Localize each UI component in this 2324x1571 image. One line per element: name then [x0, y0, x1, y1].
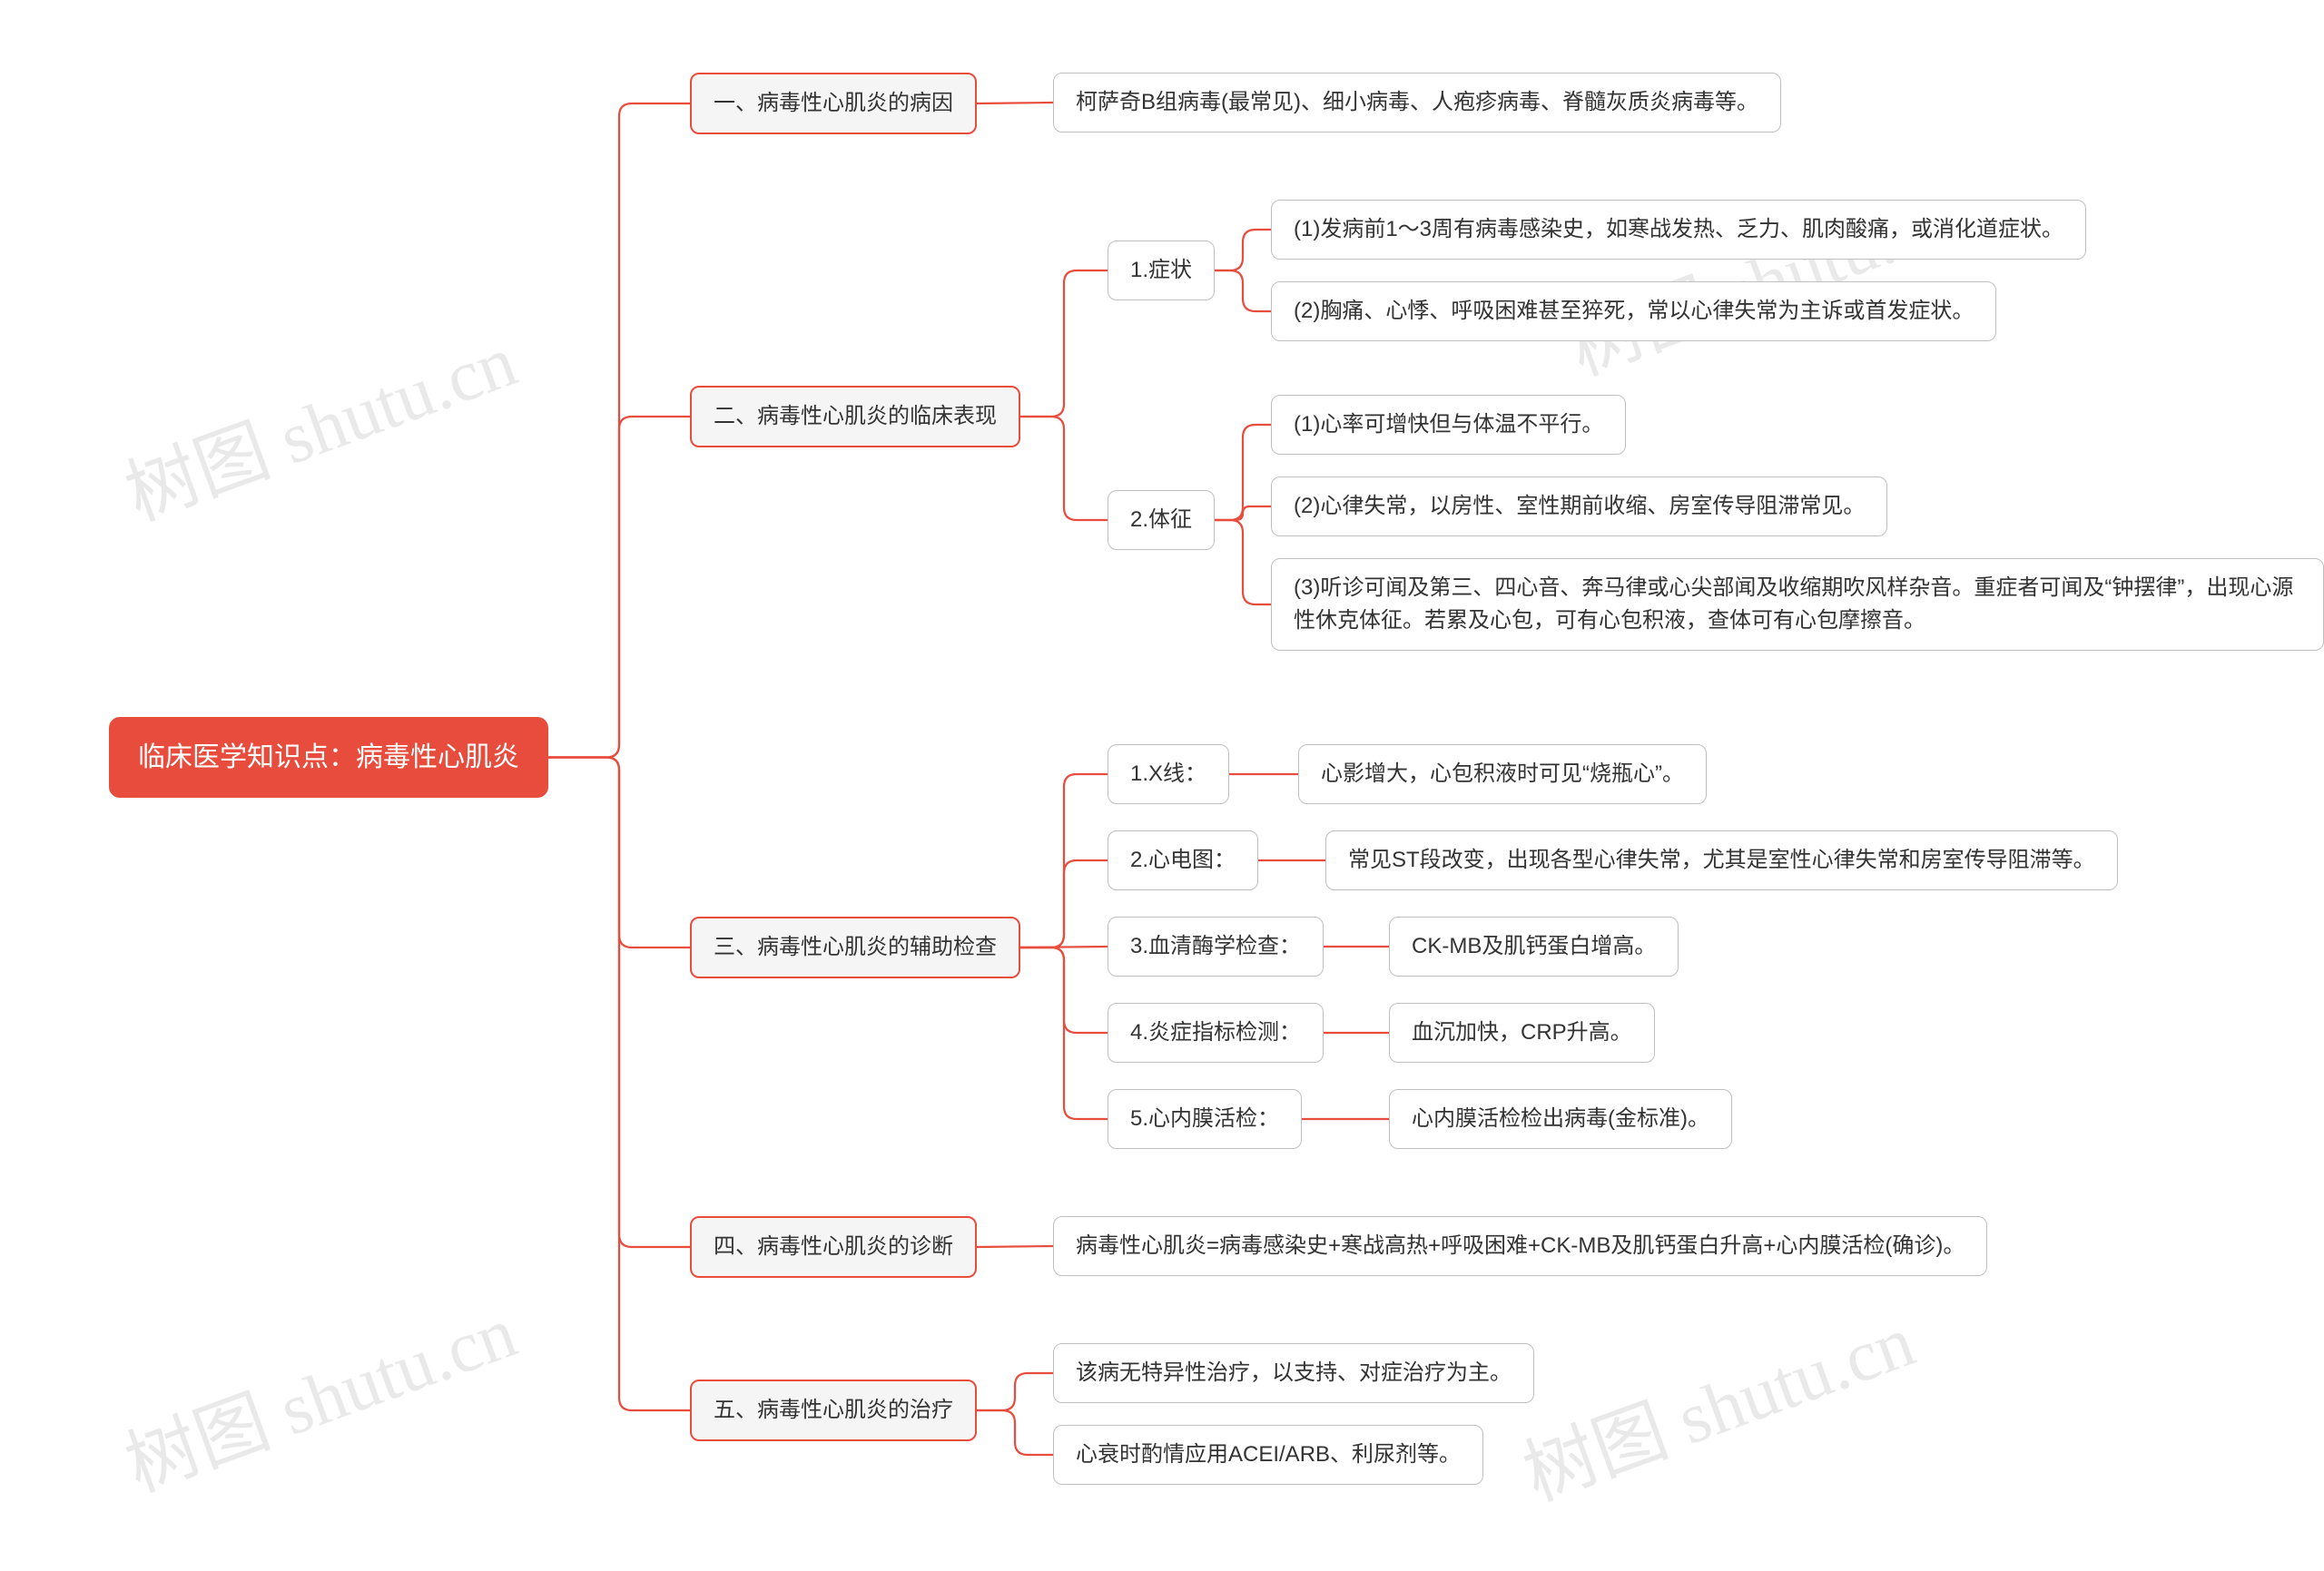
branch-diagnosis[interactable]: 四、病毒性心肌炎的诊断: [690, 1216, 977, 1278]
leaf-ecg-detail[interactable]: 常见ST段改变，出现各型心律失常，尤其是室性心律失常和房室传导阻滞等。: [1325, 830, 2118, 890]
leaf-symptom-2[interactable]: (2)胸痛、心悸、呼吸困难甚至猝死，常以心律失常为主诉或首发症状。: [1271, 281, 1996, 341]
leaf-symptom-1[interactable]: (1)发病前1～3周有病毒感染史，如寒战发热、乏力、肌肉酸痛，或消化道症状。: [1271, 200, 2086, 260]
leaf-treatment-1[interactable]: 该病无特异性治疗，以支持、对症治疗为主。: [1053, 1343, 1534, 1403]
connector: [1215, 506, 1271, 520]
node-xray[interactable]: 1.X线：: [1108, 744, 1229, 804]
connector: [1020, 948, 1108, 1033]
connector: [1020, 948, 1108, 1119]
connector: [548, 417, 690, 758]
connector: [977, 1246, 1053, 1247]
connector: [548, 758, 690, 1411]
connector: [548, 103, 690, 758]
watermark: 树图 shutu.cn: [109, 302, 527, 541]
connector: [1020, 417, 1108, 520]
watermark: 树图 shutu.cn: [1507, 1282, 1925, 1521]
watermark: 树图 shutu.cn: [109, 1273, 527, 1512]
leaf-biopsy-detail[interactable]: 心内膜活检检出病毒(金标准)。: [1389, 1089, 1732, 1149]
connector: [977, 1410, 1053, 1455]
connector: [1215, 230, 1271, 270]
branch-treatment[interactable]: 五、病毒性心肌炎的治疗: [690, 1380, 977, 1441]
leaf-treatment-2[interactable]: 心衰时酌情应用ACEI/ARB、利尿剂等。: [1053, 1425, 1483, 1485]
node-signs[interactable]: 2.体征: [1108, 490, 1215, 550]
node-inflammation[interactable]: 4.炎症指标检测：: [1108, 1003, 1324, 1063]
leaf-enzyme-detail[interactable]: CK-MB及肌钙蛋白增高。: [1389, 917, 1679, 977]
leaf-sign-3[interactable]: (3)听诊可闻及第三、四心音、奔马律或心尖部闻及收缩期吹风样杂音。重症者可闻及“…: [1271, 558, 2324, 651]
connector: [1215, 425, 1271, 520]
branch-aux-exam[interactable]: 三、病毒性心肌炎的辅助检查: [690, 917, 1020, 978]
node-biopsy[interactable]: 5.心内膜活检：: [1108, 1089, 1302, 1149]
branch-etiology[interactable]: 一、病毒性心肌炎的病因: [690, 73, 977, 134]
connector: [977, 1373, 1053, 1410]
leaf-xray-detail[interactable]: 心影增大，心包积液时可见“烧瓶心”。: [1298, 744, 1707, 804]
branch-clinical[interactable]: 二、病毒性心肌炎的临床表现: [690, 386, 1020, 447]
leaf-etiology-detail[interactable]: 柯萨奇B组病毒(最常见)、细小病毒、人疱疹病毒、脊髓灰质炎病毒等。: [1053, 73, 1781, 133]
connector: [1020, 860, 1108, 948]
watermark: 树图 shutu.cn: [1552, 157, 1971, 396]
connector: [548, 758, 690, 1248]
connector: [548, 758, 690, 948]
connector: [1020, 270, 1108, 417]
connector: [1020, 947, 1108, 948]
leaf-sign-1[interactable]: (1)心率可增快但与体温不平行。: [1271, 395, 1626, 455]
connector: [1215, 520, 1271, 604]
leaf-sign-2[interactable]: (2)心律失常，以房性、室性期前收缩、房室传导阻滞常见。: [1271, 476, 1887, 536]
node-symptoms[interactable]: 1.症状: [1108, 241, 1215, 300]
connector: [1215, 270, 1271, 311]
connector: [1020, 774, 1108, 948]
leaf-inflammation-detail[interactable]: 血沉加快，CRP升高。: [1389, 1003, 1655, 1063]
leaf-diagnosis-detail[interactable]: 病毒性心肌炎=病毒感染史+寒战高热+呼吸困难+CK-MB及肌钙蛋白升高+心内膜活…: [1053, 1216, 1987, 1276]
node-enzyme[interactable]: 3.血清酶学检查：: [1108, 917, 1324, 977]
node-ecg[interactable]: 2.心电图：: [1108, 830, 1258, 890]
root-node[interactable]: 临床医学知识点：病毒性心肌炎: [109, 717, 548, 798]
